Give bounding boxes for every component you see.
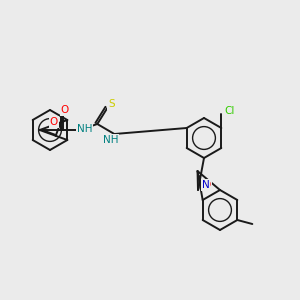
Text: O: O: [202, 180, 211, 190]
Text: Cl: Cl: [224, 106, 235, 116]
Text: NH: NH: [103, 135, 118, 145]
Text: NH: NH: [77, 124, 92, 134]
Text: O: O: [50, 117, 58, 127]
Text: S: S: [108, 99, 115, 109]
Text: N: N: [202, 180, 209, 190]
Text: O: O: [61, 105, 69, 115]
